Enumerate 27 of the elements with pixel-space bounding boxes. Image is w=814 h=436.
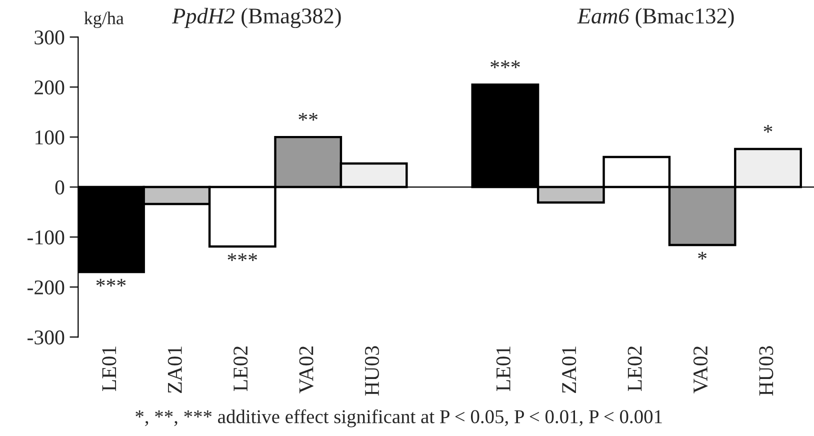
data-label: *** — [96, 278, 126, 286]
x-tick-label: LE01 — [496, 346, 510, 392]
x-tick-label: LE02 — [628, 346, 642, 392]
y-tick-label: -100 — [28, 230, 64, 244]
y-tick-label: -300 — [28, 330, 64, 344]
data-label: ** — [298, 112, 318, 121]
x-tick-label: LE02 — [234, 346, 248, 392]
y-tick-label: 300 — [34, 30, 64, 44]
text: PpdH2 (Bmag382) — [172, 8, 341, 28]
y-tick-label: 200 — [34, 80, 64, 94]
x-tick-label: LE01 — [102, 346, 116, 392]
x-tick-label: HU03 — [759, 346, 774, 396]
y-tick-label: -200 — [28, 280, 64, 294]
x-tick-label: VA02 — [693, 346, 708, 394]
data-label: * — [698, 252, 707, 260]
x-tick-label: ZA01 — [168, 346, 182, 393]
data-label: * — [764, 124, 772, 133]
text: *, **, *** additive effect significant at P < 0.05, P < 0.01, P < 0.001 — [136, 409, 662, 428]
y-tick-label: 0 — [55, 180, 64, 194]
text: Eam6 (Bmac132) — [577, 8, 734, 28]
x-tick-label: ZA01 — [562, 346, 576, 393]
x-tick-label: VA02 — [299, 346, 314, 394]
data-label: *** — [228, 253, 258, 261]
data-label: *** — [490, 60, 520, 68]
y-axis-title: kg/ha — [84, 12, 124, 28]
x-tick-label: HU03 — [364, 346, 380, 396]
y-tick-label: 100 — [36, 130, 64, 144]
